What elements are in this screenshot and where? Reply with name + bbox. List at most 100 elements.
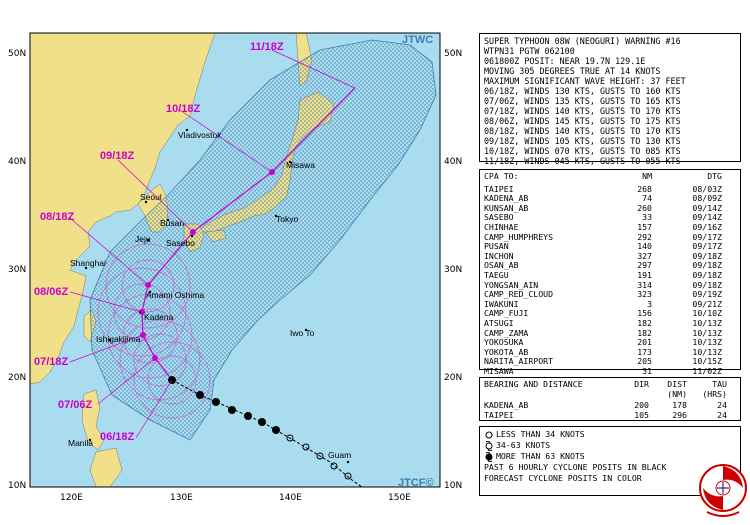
svg-text:150E: 150E <box>388 493 411 503</box>
visayas <box>89 447 123 487</box>
cpa-cell-name: IWAKUNI <box>484 298 519 309</box>
cpa-row: CAMP_FUJI 156 10/10Z <box>484 309 736 319</box>
cpa-cell-nm: 327 <box>637 250 652 261</box>
cpa-cell-dtg: 09/21Z <box>692 298 722 309</box>
luzon <box>81 389 105 451</box>
svg-text:130E: 130E <box>170 493 193 503</box>
cpa-cell-nm: 201 <box>637 337 652 348</box>
cpa-cell-nm: 156 <box>637 308 652 319</box>
svg-text:50N: 50N <box>8 49 26 59</box>
cpa-cell-dtg: 09/18Z <box>692 279 722 290</box>
cpa-cell-name: YOKOSUKA <box>484 337 524 348</box>
bearing-cell-name: TAIPEI <box>484 409 514 420</box>
cpa-cell-nm: 3 <box>647 298 652 309</box>
svg-text:10/18Z: 10/18Z <box>166 103 201 115</box>
warning-line: 10/18Z, WINDS 070 KTS, GUSTS TO 085 KTS <box>484 146 681 156</box>
svg-text:Misawa: Misawa <box>286 160 315 170</box>
cpa-cell-dtg: 09/17Z <box>692 241 722 252</box>
cpa-cell-nm: 297 <box>637 260 652 271</box>
cpa-cell-dtg: 08/09Z <box>692 193 722 204</box>
typhoon-track-map: 50N 40N 30N 20N 10N 50N 40N 30N 20N 10N … <box>8 32 462 503</box>
cpa-row: OSAN_AB 297 09/18Z <box>484 261 736 271</box>
cpa-row: TAIPEI 268 08/03Z <box>484 183 736 195</box>
wind-radii <box>97 243 211 419</box>
bearing-cell-tau: 24 <box>717 400 727 411</box>
cpa-cell-nm: 292 <box>637 231 652 242</box>
cpa-cell-nm: 182 <box>637 327 652 338</box>
svg-text:20N: 20N <box>444 373 462 383</box>
warning-line: 11/18Z, WINDS 045 KTS, GUSTS TO 055 KTS <box>484 156 681 166</box>
cpa-cell-name: CAMP_RED_CLOUD <box>484 289 554 300</box>
cpa-cell-name: SASEBO <box>484 212 514 223</box>
city-markers <box>84 128 350 464</box>
svg-text:10N: 10N <box>444 481 462 491</box>
cpa-cell-dtg: 09/18Z <box>692 260 722 271</box>
cpa-cell-dtg: 09/18Z <box>692 250 722 261</box>
svg-text:30N: 30N <box>8 265 26 275</box>
svg-text:Tokyo: Tokyo <box>276 214 298 224</box>
longitude-labels: 120E 130E 140E 150E <box>60 493 411 503</box>
bearing-panel: BEARING AND DISTANCE DIR DIST TAU (NM) (… <box>479 377 741 421</box>
svg-text:Iwo To: Iwo To <box>290 328 315 338</box>
cpa-row: TAEGU 191 09/18Z <box>484 270 736 281</box>
jtwc-logo <box>699 464 747 517</box>
svg-text:07/06Z: 07/06Z <box>58 399 93 411</box>
cpa-cell-nm: 31 <box>642 365 652 376</box>
past-track <box>168 376 363 487</box>
cpa-cell-dtg: 09/16Z <box>692 221 722 232</box>
bearing-table: KADENA_AB 200 178 24 TAIPEI 105 296 24 <box>484 401 736 420</box>
cpa-cell-name: KUNSAN_AB <box>484 202 529 213</box>
cpa-row: ATSUGI 182 10/13Z <box>484 318 736 329</box>
bearing-row: KADENA_AB 200 178 24 <box>484 401 736 411</box>
cpa-cell-nm: 205 <box>637 356 652 367</box>
cpa-row: CAMP_ZAMA 182 10/13Z <box>484 327 736 339</box>
cpa-cell-dtg: 09/14Z <box>692 212 722 223</box>
cpa-header: CPA TO: NM DTG <box>484 171 722 181</box>
legend-note: PAST 6 HOURLY CYCLONE POSITS IN BLACK <box>484 462 667 472</box>
svg-text:50N: 50N <box>444 49 462 59</box>
warning-line: 061800Z POSIT: NEAR 19.7N 129.1E <box>484 56 646 66</box>
cpa-cell-name: CAMP_FUJI <box>484 308 529 319</box>
svg-text:06/18Z: 06/18Z <box>100 431 135 443</box>
cpa-row: CHINHAE 157 09/16Z <box>484 221 736 233</box>
svg-text:Sasebo: Sasebo <box>166 238 195 248</box>
cpa-row: INCHON 327 09/18Z <box>484 250 736 262</box>
cpa-cell-nm: 173 <box>637 346 652 357</box>
legend-item: LESS THAN 34 KNOTS <box>484 429 736 440</box>
cpa-cell-name: CHINHAE <box>484 221 519 232</box>
cpa-cell-dtg: 11/02Z <box>692 365 722 376</box>
cpa-cell-name: MISAWA <box>484 365 514 376</box>
open-circle-icon <box>485 431 493 438</box>
tropical-storm-icon <box>485 440 493 451</box>
bearing-cell-dir: 105 <box>634 409 649 420</box>
cpa-cell-name: YOKOTA_AB <box>484 346 529 357</box>
cpa-cell-nm: 268 <box>637 183 652 194</box>
warning-panel: SUPER TYPHOON 08W (NEOGURI) WARNING #16 … <box>479 33 741 166</box>
cpa-table: TAIPEI 268 08/03Z KADENA_AB 74 08/09Z KUNSAN_A… <box>484 183 736 377</box>
cpa-cell-name: OSAN_AB <box>484 260 519 271</box>
cpa-cell-name: TAIPEI <box>484 183 514 194</box>
cpa-cell-dtg: 09/17Z <box>692 231 722 242</box>
cpa-cell-nm: 323 <box>637 289 652 300</box>
svg-text:07/18Z: 07/18Z <box>34 356 69 368</box>
cpa-row: KADENA_AB 74 08/09Z <box>484 194 736 204</box>
forecast-track <box>141 87 356 381</box>
warning-line: 07/18Z, WINDS 140 KTS, GUSTS TO 170 KTS <box>484 106 681 116</box>
cpa-row: YONGSAN_AIN 314 09/18Z <box>484 279 736 291</box>
legend-panel: LESS THAN 34 KNOTS 34-63 KNOTS MORE THAN… <box>479 426 741 496</box>
forecast-time-labels: 11/18Z 10/18Z 09/18Z 08/18Z 08/06Z 07/18… <box>34 41 356 443</box>
svg-text:10N: 10N <box>8 481 26 491</box>
cpa-cell-dtg: 10/10Z <box>692 308 722 319</box>
cpa-cell-name: PUSAN <box>484 241 509 252</box>
cpa-cell-nm: 140 <box>637 241 652 252</box>
cpa-cell-dtg: 09/19Z <box>692 289 722 300</box>
svg-text:08/18Z: 08/18Z <box>40 211 75 223</box>
cpa-cell-dtg: 08/03Z <box>692 183 722 194</box>
warning-line: 08/06Z, WINDS 145 KTS, GUSTS TO 175 KTS <box>484 116 681 126</box>
bearing-cell-name: KADENA_AB <box>484 400 529 411</box>
svg-text:Vladivostok: Vladivostok <box>178 130 222 140</box>
latitude-labels: 50N 40N 30N 20N 10N 50N 40N 30N 20N 10N <box>8 49 462 491</box>
cpa-cell-nm: 33 <box>642 212 652 223</box>
jtwc-label: JTWC <box>402 34 433 46</box>
cpa-cell-dtg: 10/13Z <box>692 346 722 357</box>
